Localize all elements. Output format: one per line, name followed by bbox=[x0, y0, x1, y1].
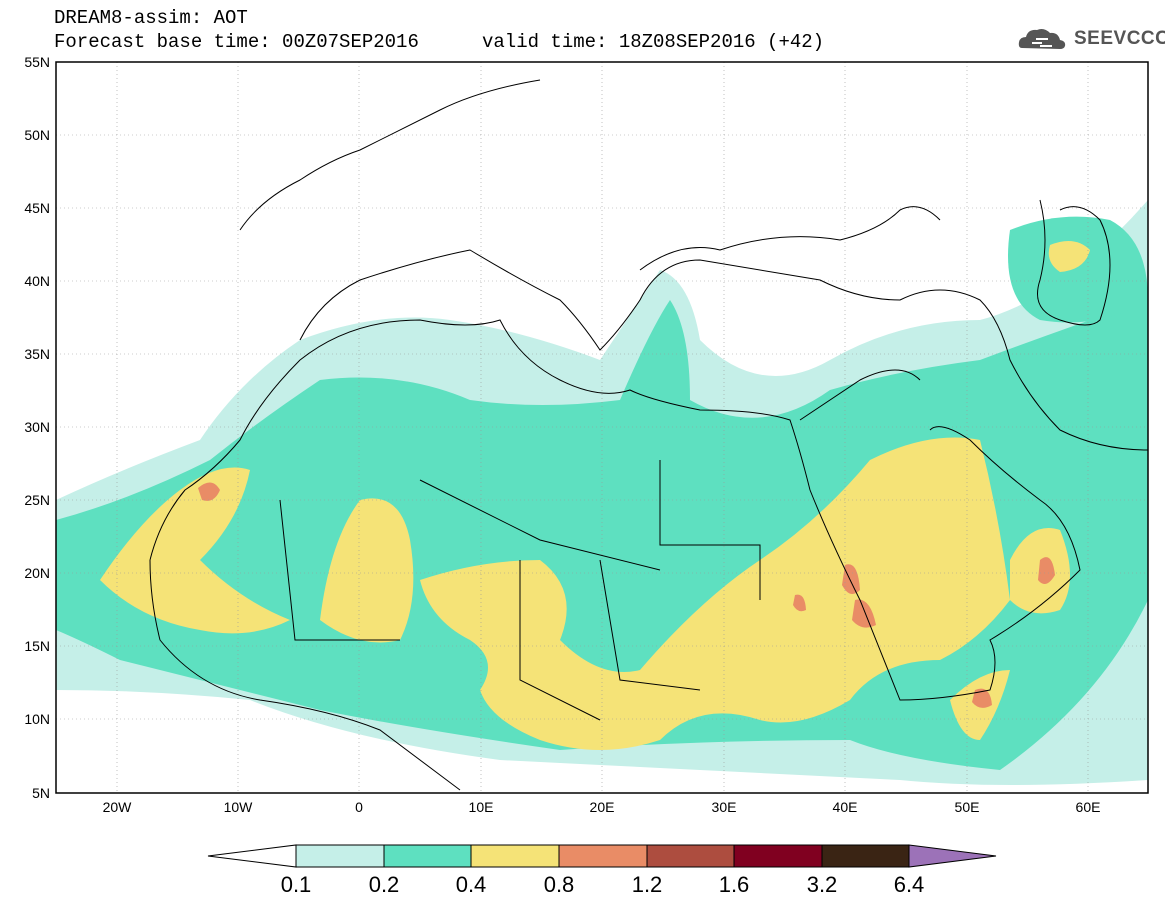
colorbar-swatch-1.2 bbox=[646, 844, 735, 868]
colorbar-arrow-high bbox=[908, 844, 997, 868]
colorbar-label: 1.2 bbox=[632, 872, 663, 897]
aot-band-0.8-d bbox=[1038, 557, 1055, 584]
aot-band-0.8-f bbox=[793, 594, 806, 612]
colorbar-label: 1.6 bbox=[719, 872, 750, 897]
colorbar bbox=[207, 844, 997, 868]
lon-label: 60E bbox=[1076, 799, 1101, 815]
colorbar-swatch-0.2 bbox=[383, 844, 472, 868]
lat-label: 20N bbox=[24, 565, 50, 581]
lat-label: 10N bbox=[24, 711, 50, 727]
aot-band-0.4-sahara bbox=[320, 498, 414, 643]
aot-band-0.4-central bbox=[420, 437, 1010, 750]
lat-label: 40N bbox=[24, 273, 50, 289]
colorbar-label: 0.4 bbox=[456, 872, 487, 897]
colorbar-swatch-0.4 bbox=[470, 844, 560, 868]
lon-label: 0 bbox=[355, 799, 363, 815]
aot-band-0.4-caspian bbox=[1048, 241, 1090, 272]
lon-label: 20E bbox=[590, 799, 615, 815]
coastlines bbox=[149, 79, 1148, 791]
map-frame bbox=[55, 61, 1149, 794]
colorbar-label: 0.8 bbox=[544, 872, 575, 897]
colorbar-label: 0.1 bbox=[281, 872, 312, 897]
colorbar-label: 0.2 bbox=[369, 872, 400, 897]
colorbar-label: 3.2 bbox=[807, 872, 838, 897]
lon-label: 20W bbox=[103, 799, 133, 815]
lat-label: 50N bbox=[24, 127, 50, 143]
colorbar-label: 6.4 bbox=[894, 872, 925, 897]
colorbar-swatch-0.8 bbox=[558, 844, 648, 868]
lon-label: 40E bbox=[833, 799, 858, 815]
lat-label: 35N bbox=[24, 346, 50, 362]
latitude-labels: 55N 50N 45N 40N 35N 30N 25N 20N 15N 10N … bbox=[24, 54, 50, 801]
aot-band-0.4-west bbox=[100, 467, 290, 634]
lon-label: 10E bbox=[469, 799, 494, 815]
valid-time: valid time: 18Z08SEP2016 (+42) bbox=[482, 31, 825, 53]
aot-band-0.8-a bbox=[198, 482, 220, 501]
lat-label: 30N bbox=[24, 419, 50, 435]
aot-band-0.2-caspian bbox=[1008, 216, 1148, 323]
colorbar-swatch-3.2 bbox=[821, 844, 910, 868]
aot-band-0.8-e bbox=[972, 688, 992, 708]
lon-label: 30E bbox=[712, 799, 737, 815]
colorbar-arrow-low bbox=[207, 844, 297, 868]
aot-band-0.8-c bbox=[852, 599, 876, 628]
lat-label: 55N bbox=[24, 54, 50, 70]
colorbar-swatch-1.6 bbox=[733, 844, 823, 868]
logo-text: SEEVCCC bbox=[1074, 28, 1165, 49]
forecast-base-time: Forecast base time: 00Z07SEP2016 bbox=[54, 31, 419, 53]
longitude-labels: 20W 10W 0 10E 20E 30E 40E 50E 60E bbox=[103, 799, 1101, 815]
lon-label: 50E bbox=[955, 799, 980, 815]
lon-label: 10W bbox=[224, 799, 254, 815]
cloud-icon bbox=[1018, 29, 1066, 49]
lat-label: 5N bbox=[32, 785, 50, 801]
lat-label: 45N bbox=[24, 200, 50, 216]
lat-label: 25N bbox=[24, 492, 50, 508]
chart-title: DREAM8-assim: AOT bbox=[54, 7, 248, 29]
lat-label: 15N bbox=[24, 638, 50, 654]
colorbar-labels: 0.1 0.2 0.4 0.8 1.2 1.6 3.2 6.4 bbox=[281, 872, 925, 897]
colorbar-swatch-0.1 bbox=[295, 844, 385, 868]
